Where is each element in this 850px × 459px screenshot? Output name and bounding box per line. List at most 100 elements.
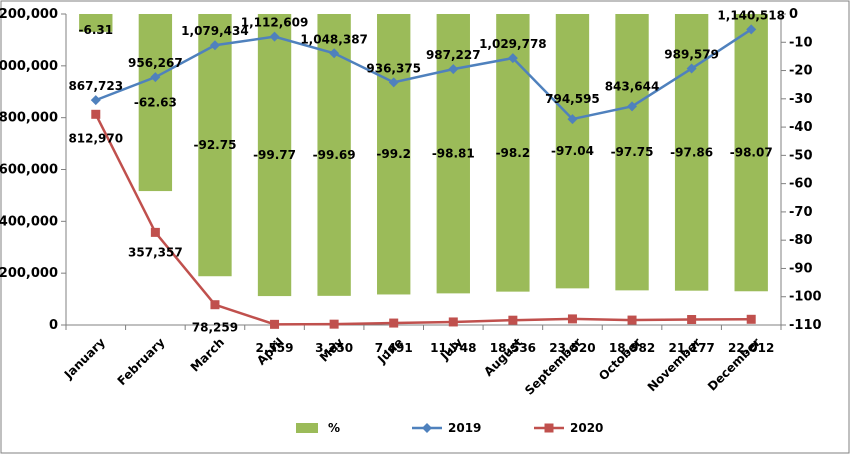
line-2020-value-label: 78,259 (192, 321, 238, 335)
y-left-tick-label: 800,000 (0, 111, 58, 126)
bar-value-label: -62.63 (134, 96, 177, 110)
line-2019-value-label: 936,375 (366, 61, 421, 75)
y-right-tick-label: -60 (789, 177, 813, 192)
marker-2020-september (567, 314, 577, 324)
bar-april (257, 14, 292, 297)
y-left-tick-label: 600,000 (0, 163, 58, 178)
marker-2019-january (90, 95, 101, 106)
data-labels: -6.31 -62.63 -92.75 -99.77 -99.69 -99.2 -98.81… (68, 8, 785, 355)
marker-2019-august (507, 53, 518, 64)
bar-value-label: -99.69 (313, 148, 356, 162)
marker-2020-july (448, 317, 458, 327)
y-right-tick-label: 0 (789, 7, 798, 22)
marker-2019-may (329, 48, 340, 59)
line-2019-value-label: 867,723 (68, 79, 123, 93)
marker-2019-april (269, 31, 280, 42)
marker-2019-march (209, 40, 220, 51)
y-right-tick-label: -110 (789, 318, 822, 333)
marker-2020-january (91, 109, 101, 119)
line-2020-value-label: 357,357 (128, 245, 183, 259)
marker-2019-december (746, 24, 757, 35)
marker-2020-august (508, 315, 518, 325)
marker-2020-march (210, 300, 220, 310)
y-right-tick-label: -40 (789, 120, 813, 135)
line-2019-value-label: 794,595 (545, 92, 600, 106)
marker-2020-december (746, 314, 756, 324)
line-2019-value-label: 1,079,434 (181, 24, 249, 38)
line-series (90, 24, 757, 329)
bar-value-label: -98.81 (432, 147, 475, 161)
legend-marker (422, 423, 432, 433)
bar-march (198, 14, 232, 277)
legend-item-percent: % (296, 421, 340, 435)
bar-value-label: -97.04 (551, 144, 594, 158)
marker-2020-june (389, 318, 399, 328)
bar-december (734, 14, 768, 292)
legend-label: % (328, 421, 340, 435)
line-2020-value-label: 21,177 (668, 341, 714, 355)
y-right-tick-label: -20 (789, 64, 813, 79)
legend-item-2019: 2019 (412, 421, 481, 435)
marker-2020-november (687, 315, 697, 325)
y-right-tick-label: -10 (789, 35, 813, 50)
bar-value-label: -99.2 (376, 147, 411, 161)
bar-may (317, 14, 351, 296)
bar-july (436, 14, 470, 294)
bar-value-label: -97.75 (611, 145, 654, 159)
y-left-tick-label: 1,000,000 (0, 59, 58, 74)
line-2019-value-label: 987,227 (426, 48, 481, 62)
y-right-tick-label: -70 (789, 205, 813, 220)
y-right-tick-label: -100 (789, 290, 822, 305)
marker-2019-november (686, 63, 697, 74)
legend-label: 2020 (570, 421, 603, 435)
line-2019 (95, 28, 752, 121)
line-2019-value-label: 956,267 (128, 56, 183, 70)
marker-2019-february (150, 72, 161, 83)
line-2020-value-label: 812,970 (68, 131, 123, 145)
y-right-tick-label: -30 (789, 92, 813, 107)
y-left-tick-label: 200,000 (0, 266, 58, 281)
legend-swatch (296, 423, 318, 433)
marker-2020-october (627, 315, 637, 325)
bar-october (615, 14, 649, 291)
line-2019-value-label: 1,112,609 (241, 16, 309, 30)
bar-september (555, 14, 590, 289)
line-2020-value-label: 18,982 (609, 341, 655, 355)
line-2020-value-label: 23,520 (549, 341, 595, 355)
marker-2020-april (270, 319, 280, 329)
marker-2019-september (567, 114, 578, 125)
marker-2019-june (388, 77, 399, 88)
line-2020 (94, 113, 752, 326)
line-2020-value-label: 22,012 (728, 341, 774, 355)
bar-value-label: -98.2 (496, 146, 531, 160)
line-2019-value-label: 1,048,387 (300, 32, 368, 46)
bar-value-label: -99.77 (253, 148, 296, 162)
line-2020-value-label: 11,748 (430, 341, 476, 355)
bar-february (138, 14, 173, 192)
marker-2019-october (627, 101, 638, 112)
y-right-tick-label: -90 (789, 261, 813, 276)
line-2020-value-label: 7,491 (375, 341, 413, 355)
bar-value-label: -6.31 (78, 23, 113, 37)
bar-value-label: -98.07 (730, 146, 773, 160)
legend-item-2020: 2020 (534, 421, 603, 435)
bar-series (79, 14, 768, 297)
y-left-tick-label: 1,200,000 (0, 7, 58, 22)
bar-january (79, 14, 113, 32)
line-2019-value-label: 843,644 (605, 79, 660, 93)
line-2019-value-label: 1,029,778 (479, 37, 547, 51)
bar-value-label: -92.75 (193, 138, 236, 152)
line-2019-value-label: 989,579 (664, 48, 719, 62)
y-right-tick-label: -80 (789, 233, 813, 248)
line-2020-value-label: 2,559 (256, 341, 294, 355)
line-2020-value-label: 18,536 (490, 341, 536, 355)
y-right-tick-label: -50 (789, 148, 813, 163)
legend: % 2019 2020 (296, 421, 603, 435)
marker-2020-february (150, 227, 160, 237)
line-2020-value-label: 3,250 (315, 341, 353, 355)
y-left-tick-label: 0 (49, 318, 58, 333)
legend-marker (544, 423, 554, 433)
line-2019-value-label: 1,140,518 (717, 8, 785, 22)
